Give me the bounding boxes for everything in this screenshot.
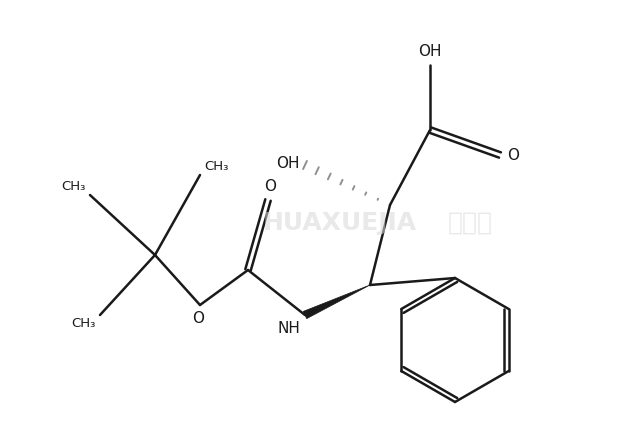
Text: CH₃: CH₃ [62, 180, 86, 193]
Text: HUAXUEJIA: HUAXUEJIA [263, 211, 417, 235]
Polygon shape [303, 285, 370, 319]
Text: O: O [264, 179, 276, 194]
Text: OH: OH [418, 44, 442, 59]
Text: 化学加: 化学加 [448, 211, 493, 235]
Text: CH₃: CH₃ [204, 160, 228, 173]
Text: NH: NH [277, 321, 300, 336]
Text: O: O [192, 311, 204, 326]
Text: OH: OH [276, 155, 300, 170]
Text: O: O [507, 147, 519, 162]
Text: CH₃: CH₃ [72, 317, 96, 330]
